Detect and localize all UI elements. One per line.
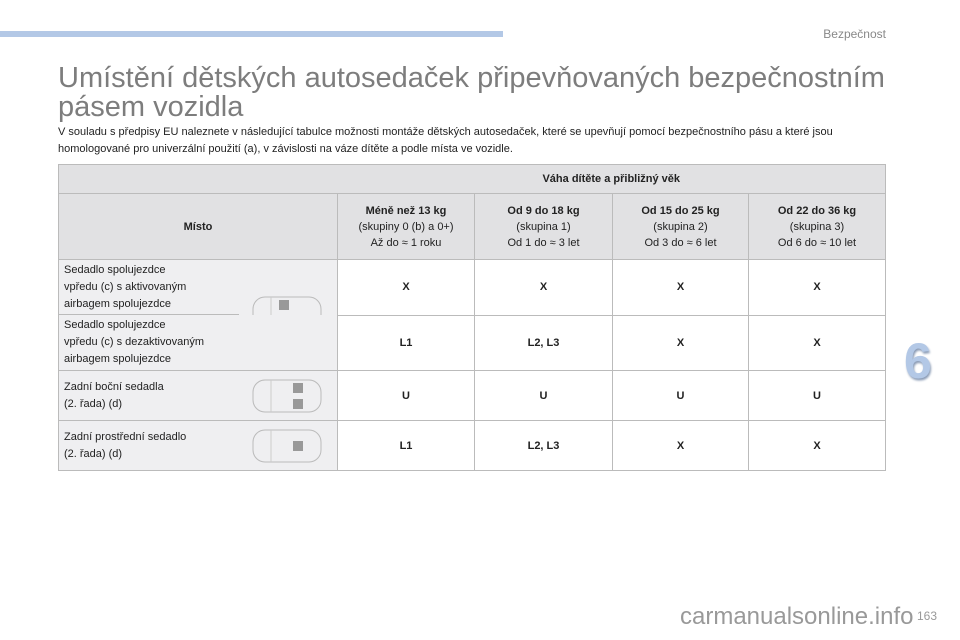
value-cell: L1 [337,314,475,371]
place-header: Místo [58,193,338,260]
table-row: Sedadlo spolujezdce vpředu (c) s dezaktiv… [58,314,886,371]
value-cell: U [612,370,749,421]
group-header: Váha dítěte a přibližný věk [337,164,886,194]
car-rear-middle-seat-icon [252,429,322,463]
value-cell: L2, L3 [474,314,613,371]
page-number: 163 [917,609,938,623]
intro-text: V souladu s předpisy EU naleznete v násl… [58,126,833,155]
table-row: Zadní prostřední sedadlo (2. řada) (d) L1… [58,420,886,471]
place-cell: Sedadlo spolujezdce vpředu (c) s dezaktiv… [58,315,338,371]
value-cell: U [337,370,475,421]
page-title: Umístění dětských autosedaček připevňova… [58,62,885,123]
chapter-number: 6 [904,333,932,389]
value-cell: U [748,370,886,421]
column-header: Od 15 do 25 kg (skupina 2) Od 3 do ≈ 6 let [612,193,749,260]
value-cell: X [612,314,749,371]
place-spacer [58,164,338,194]
value-cell: L1 [337,420,475,471]
column-header: Od 22 do 36 kg (skupina 3) Od 6 do ≈ 10 le… [748,193,886,260]
value-cell: X [748,314,886,371]
table-row: Sedadlo spolujezdce vpředu (c) s aktivova… [58,259,886,330]
section-title: Bezpečnost [823,27,886,41]
value-cell: X [612,259,749,316]
value-cell: X [474,259,613,316]
column-header: Méně než 13 kg (skupiny 0 (b) a 0+) Až do … [337,193,475,260]
value-cell: X [337,259,475,316]
value-cell: L2, L3 [474,420,613,471]
value-cell: X [748,420,886,471]
car-rear-side-seats-icon [252,379,322,413]
value-cell: X [748,259,886,316]
header-accent-bar [0,31,503,37]
value-cell: U [474,370,613,421]
child-seat-table: Váha dítěte a přibližný věk Místo Méně n… [58,164,886,471]
value-cell: X [612,420,749,471]
column-header: Od 9 do 18 kg (skupina 1) Od 1 do ≈ 3 let [474,193,613,260]
place-cell: Zadní boční sedadla (2. řada) (d) [58,370,338,421]
place-cell: Zadní prostřední sedadlo (2. řada) (d) [58,420,338,471]
watermark: carmanualsonline.info [680,603,914,630]
place-cell: Sedadlo spolujezdce vpředu (c) s aktivova… [58,259,338,330]
table-row: Zadní boční sedadla (2. řada) (d) U U U U [58,370,886,421]
